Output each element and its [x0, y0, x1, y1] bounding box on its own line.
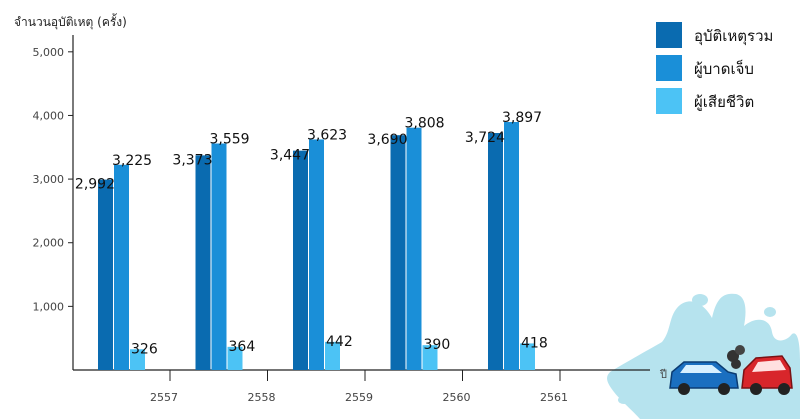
bar	[504, 122, 519, 370]
x-tick-label: 2557	[150, 391, 178, 404]
y-tick-label: 1,000	[33, 300, 65, 313]
x-tick-label: 2560	[443, 391, 471, 404]
y-axis-title: จำนวนอุบัติเหตุ (ครั้ง)	[14, 13, 127, 30]
bar	[520, 343, 535, 370]
bar	[98, 179, 113, 370]
bar	[390, 135, 406, 370]
bar	[309, 139, 324, 370]
x-ticks: 2557 2558 2559 2560 2561	[150, 370, 568, 404]
bar	[227, 346, 243, 370]
car-crash-icon	[669, 345, 793, 395]
data-label: 3,724	[465, 130, 505, 146]
legend-label: ผู้บาดเจ็บ	[694, 59, 754, 78]
bar	[211, 143, 227, 370]
data-label: 3,373	[172, 152, 212, 168]
data-label: 3,225	[112, 153, 152, 169]
y-ticks: 1,000 2,000 3,000 4,000 5,000	[33, 46, 73, 313]
legend-label: อุบัติเหตุรวม	[694, 27, 773, 46]
data-label: 442	[326, 334, 353, 350]
data-label: 326	[131, 341, 158, 357]
data-label: 3,808	[405, 116, 445, 132]
y-tick-label: 4,000	[33, 109, 65, 122]
y-tick-label: 2,000	[33, 237, 65, 250]
data-labels: 2,992 3,225 326 3,373 3,559 364 3,447 3,623 442 3…	[75, 110, 548, 357]
bar	[406, 127, 422, 370]
bar	[293, 150, 308, 370]
bars	[98, 122, 535, 370]
y-tick-label: 3,000	[33, 173, 65, 186]
data-label: 2,992	[75, 177, 115, 193]
data-label: 390	[424, 337, 451, 353]
bar	[130, 349, 145, 370]
x-tick-label: 2561	[540, 391, 568, 404]
data-label: 3,559	[210, 132, 250, 148]
bar	[422, 345, 438, 370]
legend-swatch	[656, 55, 682, 81]
x-tick-label: 2558	[248, 391, 276, 404]
bar	[195, 155, 211, 370]
legend-label: ผู้เสียชีวิต	[694, 93, 754, 111]
x-axis-title: ปี	[659, 368, 667, 381]
data-label: 418	[521, 335, 548, 351]
data-label: 364	[229, 339, 256, 355]
x-tick-label: 2559	[345, 391, 373, 404]
legend-swatch	[656, 88, 682, 114]
y-tick-label: 5,000	[33, 46, 65, 59]
bar	[488, 133, 503, 370]
bar	[114, 164, 129, 370]
data-label: 3,447	[270, 148, 310, 164]
data-label: 3,623	[307, 127, 347, 143]
data-label: 3,897	[502, 110, 542, 126]
data-label: 3,690	[367, 132, 407, 148]
legend-swatch	[656, 22, 682, 48]
bar	[325, 341, 340, 370]
